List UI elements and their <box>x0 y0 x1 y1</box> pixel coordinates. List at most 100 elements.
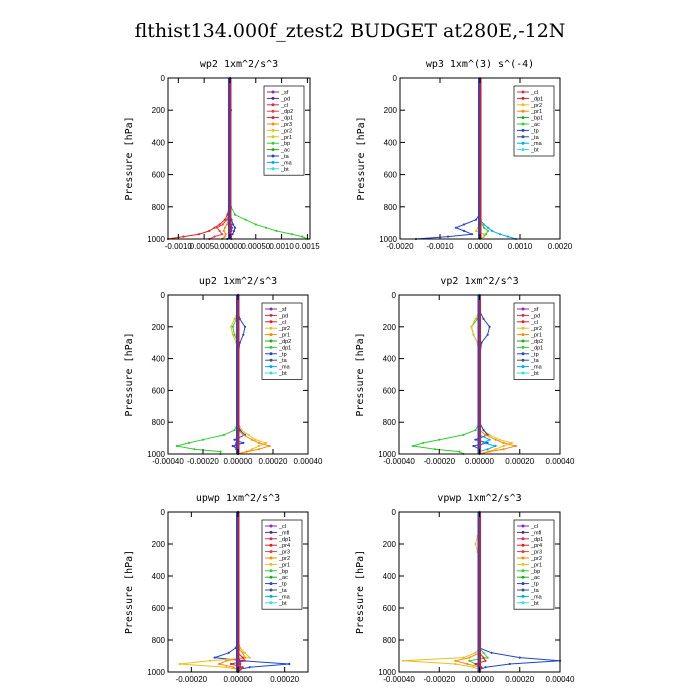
legend-marker <box>521 562 525 566</box>
data-point <box>201 438 205 441</box>
data-point <box>275 229 278 232</box>
legend-marker <box>521 128 525 132</box>
y-tick-label: 400 <box>383 572 397 581</box>
data-point <box>248 666 251 669</box>
legend-marker <box>521 141 525 145</box>
data-point <box>219 450 222 453</box>
x-tick-label: 0.00020 <box>505 457 534 466</box>
y-tick-label: 600 <box>384 171 398 180</box>
legend: _sf_pd_cl_pr2_pr1_dp2_dp1_tp_ta_ma_bt <box>261 302 303 380</box>
legend-marker <box>521 588 525 592</box>
legend-marker <box>521 122 525 126</box>
legend-entry: _ac <box>278 575 288 581</box>
data-point <box>225 223 228 226</box>
legend-entry: _pr1 <box>278 333 290 339</box>
legend-marker <box>271 116 275 120</box>
data-point <box>239 646 242 650</box>
y-tick-label: 800 <box>384 203 398 212</box>
legend-marker <box>521 96 525 100</box>
y-tick-label: 400 <box>152 138 166 147</box>
data-point <box>208 229 211 232</box>
legend: _sf_pd_cl_dp2_dp1_pr3_pr2_pr1_bp_ac_ta_m… <box>263 85 305 176</box>
legend-entry: _cl <box>530 90 538 96</box>
legend-entry: _pd <box>280 96 290 102</box>
data-point <box>468 656 471 659</box>
y-axis-label: Pressure [hPa] <box>355 332 366 416</box>
data-point <box>241 651 244 654</box>
y-tick-label: 800 <box>152 418 166 427</box>
figure-title: flthist134.000f_ztest2 BUDGET at280E,-12… <box>134 20 566 42</box>
data-point <box>474 438 477 441</box>
data-point <box>222 229 225 232</box>
legend-marker <box>521 358 525 362</box>
x-tick-label: -0.00020 <box>176 675 208 684</box>
legend-marker <box>269 550 273 554</box>
legend-marker <box>521 601 525 605</box>
x-tick-label: -0.00040 <box>383 675 415 684</box>
data-point <box>482 429 485 432</box>
legend-marker <box>269 524 273 528</box>
y-axis-label: Pressure [hPa] <box>124 332 135 416</box>
data-point <box>241 666 244 669</box>
legend-entry: _tp <box>278 582 287 588</box>
data-point <box>241 656 244 659</box>
data-point <box>234 213 237 216</box>
data-point <box>484 433 487 436</box>
legend-entry: _tp <box>530 352 539 358</box>
data-point <box>227 651 230 654</box>
x-tick-label: -0.00020 <box>187 457 219 466</box>
legend-entry: _bt <box>278 371 287 377</box>
legend-marker <box>269 358 273 362</box>
data-point <box>488 325 491 328</box>
legend-marker <box>271 148 275 152</box>
data-point <box>268 444 271 448</box>
legend-entry: _cl <box>530 320 538 326</box>
chart-panel-5: upwp 1xm^2/s^3 Pressure [hPa] 0 200 400 600 80… <box>124 493 309 684</box>
data-point <box>510 441 513 444</box>
legend: _cl_dp1_pr2_pr1_bp1_ac_tp_ta_ma_bt <box>513 85 555 157</box>
data-point <box>484 666 487 669</box>
data-point <box>484 233 488 236</box>
data-point <box>482 651 485 654</box>
chart-title: vpwp 1xm^2/s^3 <box>437 493 521 504</box>
data-point <box>490 229 494 232</box>
data-point <box>223 226 226 229</box>
data-point <box>233 333 236 336</box>
legend-marker <box>521 537 525 541</box>
data-point <box>474 429 477 432</box>
legend-entry: _tp <box>530 128 539 134</box>
legend-entry: _bt <box>280 167 289 173</box>
legend-marker <box>521 594 525 598</box>
chart-title: vp2 1xm^2/s^3 <box>440 276 518 287</box>
y-tick-label: 200 <box>152 323 166 332</box>
data-point <box>231 233 234 236</box>
data-point <box>474 542 477 546</box>
x-tick-label: -0.0020 <box>386 242 414 251</box>
data-point <box>231 444 234 448</box>
data-point <box>486 656 489 659</box>
legend-entry: _sf <box>530 307 539 313</box>
legend-entry: _dp2 <box>530 339 543 345</box>
legend-marker <box>269 543 273 547</box>
legend-entry: _pr2 <box>278 556 290 562</box>
y-tick-label: 800 <box>383 636 397 645</box>
y-tick-label: 1000 <box>378 668 396 677</box>
data-point <box>502 448 505 451</box>
data-point <box>175 444 178 448</box>
data-point <box>213 656 216 659</box>
legend-entry: _pr4 <box>278 543 290 549</box>
x-tick-label: -0.00040 <box>152 457 184 466</box>
series-line-2 <box>167 78 231 240</box>
legend-marker <box>521 103 525 107</box>
data-point <box>250 448 254 451</box>
y-tick-label: 1000 <box>147 668 165 677</box>
data-point <box>472 333 475 336</box>
legend-marker <box>269 601 273 605</box>
data-point <box>234 226 237 229</box>
y-tick-label: 200 <box>383 323 397 332</box>
y-tick-label: 600 <box>383 386 397 395</box>
y-tick-label: 1000 <box>147 450 165 459</box>
data-point <box>193 448 196 451</box>
data-point <box>225 659 228 662</box>
